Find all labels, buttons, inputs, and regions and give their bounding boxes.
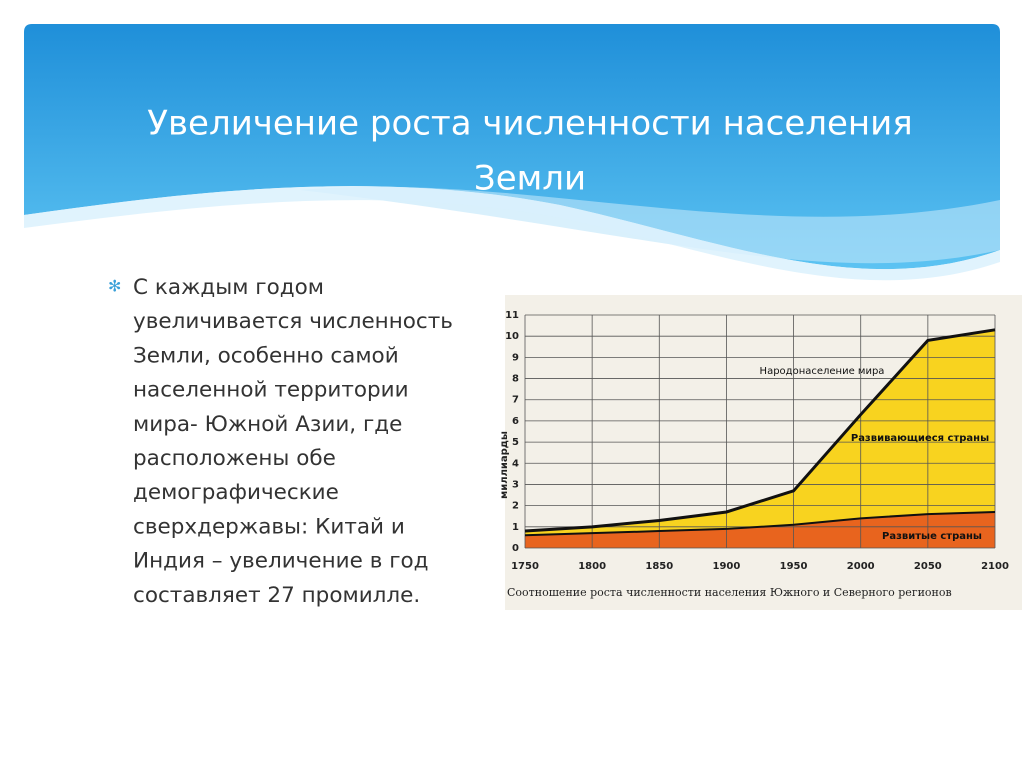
bullet-text: Индия – увеличение в год [133, 549, 429, 574]
y-tick-label: 8 [512, 374, 519, 385]
bullet-text: расположены обе [133, 446, 336, 471]
x-tick-label: 1900 [713, 561, 741, 572]
chart-caption: Соотношение роста численности населения … [507, 586, 952, 599]
y-tick-label: 4 [512, 458, 519, 469]
x-tick-label: 1800 [578, 561, 606, 572]
y-tick-label: 0 [512, 543, 519, 554]
y-tick-label: 9 [512, 352, 519, 363]
y-axis-label: миллиарды [499, 431, 510, 499]
x-tick-label: 1950 [780, 561, 808, 572]
bullet-text: сверхдержавы: Китай и [133, 514, 405, 539]
x-tick-label: 1750 [511, 561, 539, 572]
annotation: Народонаселение мира [760, 366, 885, 377]
bullet-text: населенной территории [133, 378, 409, 403]
series-line [524, 510, 996, 537]
bullet-text: увеличивается численность [133, 309, 453, 334]
y-tick-label: 10 [505, 331, 519, 342]
area [525, 511, 995, 548]
bullet-text: С каждым годом [133, 275, 324, 300]
bullet-text: демографические [133, 480, 339, 505]
x-tick-label: 1850 [645, 561, 673, 572]
x-tick-label: 2050 [914, 561, 942, 572]
bullet-text: Земли, особенно самой [133, 343, 399, 368]
title: Земли [474, 159, 586, 199]
title: Увеличение роста численности населения [147, 104, 912, 144]
y-tick-label: 6 [512, 416, 519, 427]
wave [24, 186, 1000, 281]
series-label: Развивающиеся страны [851, 433, 989, 444]
y-tick-label: 7 [512, 395, 519, 406]
x-tick-label: 2100 [981, 561, 1009, 572]
area [525, 329, 995, 536]
y-tick-label: 3 [512, 479, 519, 490]
bullet-icon: ✻ [108, 277, 121, 296]
series-line [524, 328, 996, 533]
wave [300, 186, 1000, 264]
series-label: Развитые страны [882, 531, 982, 542]
header-band [24, 24, 1000, 270]
y-tick-label: 2 [512, 501, 519, 512]
y-tick-label: 1 [512, 522, 519, 533]
bullet-text: составляет 27 промилле. [133, 583, 420, 608]
x-tick-label: 2000 [847, 561, 875, 572]
y-tick-label: 5 [512, 437, 519, 448]
y-tick-label: 11 [505, 310, 519, 321]
bullet-text: мира- Южной Азии, где [133, 412, 402, 437]
